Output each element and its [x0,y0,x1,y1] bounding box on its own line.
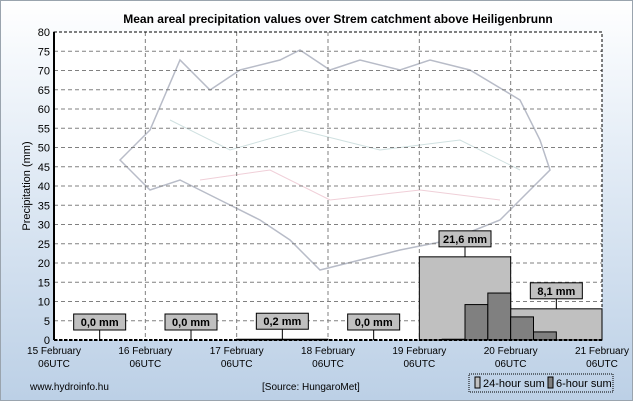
x-tick-label: 19 February [392,346,446,357]
y-axis-label: Precipitation (mm) [21,141,33,230]
x-tick-label: 15 February [27,346,81,357]
x-tick-sublabel: 06UTC [312,359,344,370]
legend-swatch-24h [474,376,481,389]
bar-6h [487,292,512,341]
y-tick-label: 80 [38,27,50,39]
bar-6h [533,331,557,341]
data-label-box [73,313,127,331]
data-label: 8,1 mm [537,286,575,298]
y-tick-label: 70 [38,66,50,78]
y-tick-label: 15 [38,277,50,289]
y-tick-label: 75 [38,46,50,58]
website-link[interactable]: www.hydroinfo.hu [29,382,109,393]
legend: 24-hour sum 6-hour sum [468,373,614,393]
x-tick-label: 20 February [484,346,538,357]
x-tick-sublabel: 06UTC [38,359,70,370]
x-tick-sublabel: 06UTC [495,359,527,370]
x-tick-label: 21 February [575,346,629,357]
x-tick-sublabel: 06UTC [221,359,253,370]
y-tick-label: 30 [38,220,50,232]
x-tick-label: 16 February [118,346,172,357]
x-tick-sublabel: 06UTC [403,359,435,370]
x-tick-label: 18 February [301,346,355,357]
bar-6h [464,304,489,341]
data-label-box [529,282,583,300]
data-label: 0,0 mm [355,317,393,329]
y-tick-label: 35 [38,200,50,212]
data-label: 0,0 mm [81,317,119,329]
y-tick-label: 5 [44,316,50,328]
y-tick-label: 25 [38,239,50,251]
x-tick-sublabel: 06UTC [586,359,618,370]
y-tick-label: 50 [38,143,50,155]
data-label-box [255,312,309,330]
x-tick-label: 17 February [210,346,264,357]
data-label-box [347,313,401,331]
data-label-box [164,313,218,331]
data-label-box [438,230,492,248]
legend-swatch-6h [547,376,554,389]
catchment-map-background [118,49,551,271]
data-label: 21,6 mm [443,234,487,246]
y-tick-label: 45 [38,162,50,174]
y-tick-label: 65 [38,85,50,97]
y-tick-label: 40 [38,181,50,193]
y-tick-label: 0 [44,335,50,347]
legend-label-24h: 24-hour sum [483,378,545,390]
x-tick-sublabel: 06UTC [129,359,161,370]
source-text: [Source: HungaroMet] [262,382,360,393]
bar-6h [510,316,534,341]
y-tick-label: 60 [38,104,50,116]
y-tick-label: 10 [38,297,50,309]
legend-label-6h: 6-hour sum [556,378,612,390]
y-tick-label: 20 [38,258,50,270]
data-label: 0,0 mm [172,317,210,329]
data-label: 0,2 mm [263,316,301,328]
chart-title: Mean areal precipitation values over Str… [123,12,552,26]
y-tick-label: 55 [38,123,50,135]
